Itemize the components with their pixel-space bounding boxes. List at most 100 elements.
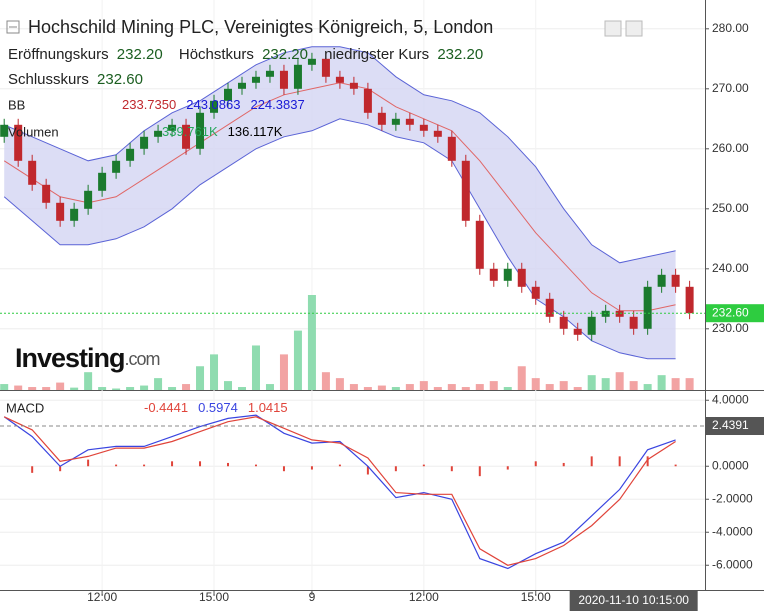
candle-body xyxy=(237,82,246,89)
info-value: 232.20 xyxy=(117,46,163,63)
volume-bar xyxy=(601,378,610,390)
macd-label: MACD xyxy=(6,400,44,415)
ohlc-info: Eröffnungskurs 232.20 Höchstkurs 232.20 … xyxy=(8,46,483,63)
candle-body xyxy=(70,208,79,221)
candle-body xyxy=(629,316,638,329)
volume-bar xyxy=(279,354,288,390)
cursor-time-label: 2020-11-10 10:15:00 xyxy=(578,593,689,607)
histogram-bar xyxy=(450,466,453,472)
y-tick-label: 270.00 xyxy=(712,81,749,95)
volume-bar xyxy=(559,381,568,390)
info-label: Eröffnungskurs xyxy=(8,46,109,63)
volume-bar xyxy=(531,378,540,390)
volume-bar xyxy=(475,384,484,390)
plot-area xyxy=(0,0,709,590)
collapse-icon[interactable] xyxy=(6,20,20,34)
bb-values: 233.7350 243.0863 224.3837 xyxy=(122,97,305,112)
volume-bar xyxy=(377,385,386,390)
info-label: Höchstkurs xyxy=(179,46,254,63)
histogram-bar xyxy=(227,462,230,467)
last-price-label: 232.60 xyxy=(712,305,749,319)
legend-value: 233.7350 xyxy=(122,97,176,112)
volume-bar xyxy=(307,295,316,390)
histogram-bar xyxy=(478,466,481,477)
volume-bar xyxy=(126,387,135,390)
histogram-bar xyxy=(87,459,90,467)
volume-bar xyxy=(405,384,414,390)
volume-bar xyxy=(84,372,93,390)
cursor-time-tag xyxy=(569,591,698,611)
candle-body xyxy=(56,202,65,221)
candle-body xyxy=(657,274,666,287)
volume-bar xyxy=(182,384,191,390)
candle-body xyxy=(559,316,568,329)
candle-body xyxy=(126,148,135,161)
volume-bar xyxy=(503,387,512,390)
candle-body xyxy=(447,136,456,161)
candle-body xyxy=(433,130,442,137)
candle-body xyxy=(154,130,163,137)
histogram-bar xyxy=(506,466,509,470)
volume-bar xyxy=(210,354,219,390)
candle-body xyxy=(685,286,694,314)
candle-body xyxy=(112,160,121,173)
legend-value: 339.761K xyxy=(162,124,218,139)
y-tick-label: -6.0000 xyxy=(712,557,753,571)
candle-body xyxy=(363,88,372,113)
volume-bar xyxy=(447,384,456,390)
candle-body xyxy=(265,70,274,77)
bb-label: BB xyxy=(8,97,25,112)
volume-bar xyxy=(140,385,149,390)
overlay: Hochschild Mining PLC, Vereinigtes König… xyxy=(6,17,643,415)
logo: Investing.com xyxy=(15,343,160,373)
legend-value: 243.0863 xyxy=(186,97,240,112)
macd-values: -0.4441 0.5974 1.0415 xyxy=(144,400,288,415)
candle-body xyxy=(377,112,386,125)
y-tick-label: -2.0000 xyxy=(712,491,753,505)
candle-body xyxy=(391,118,400,125)
volume-bar xyxy=(545,384,554,390)
candle-body xyxy=(405,118,414,125)
histogram-bar xyxy=(646,456,649,467)
candle-body xyxy=(643,286,652,329)
volume-bar xyxy=(335,378,344,390)
candle-body xyxy=(168,124,177,131)
x-tick-label: 15:00 xyxy=(199,590,229,604)
y-tick-label: -4.0000 xyxy=(712,524,753,538)
candle-body xyxy=(489,268,498,281)
candle-body xyxy=(545,298,554,317)
histogram-bar xyxy=(534,461,537,467)
y-tick-label: 0.0000 xyxy=(712,458,749,472)
volume-bar xyxy=(28,387,37,390)
volume-bar xyxy=(489,381,498,390)
legend-value: 1.0415 xyxy=(248,400,288,415)
volume-bar xyxy=(349,384,358,390)
candle-body xyxy=(615,310,624,317)
volume-bar xyxy=(0,384,9,390)
volume-bar xyxy=(56,382,65,390)
candle-body xyxy=(601,310,610,317)
histogram-bar xyxy=(171,461,174,467)
x-tick-label: 12:00 xyxy=(409,590,439,604)
candle-body xyxy=(335,76,344,83)
info-value: 232.20 xyxy=(437,46,483,63)
candle-body xyxy=(349,82,358,89)
candle-body xyxy=(210,100,219,113)
visibility-button[interactable] xyxy=(604,20,622,37)
x-tick-label: 15:00 xyxy=(521,590,551,604)
volume-bar xyxy=(657,375,666,390)
legend-value: 0.5974 xyxy=(198,400,238,415)
volume-bar xyxy=(391,387,400,390)
settings-button[interactable] xyxy=(625,20,643,37)
volume-bar xyxy=(671,378,680,390)
histogram-bar xyxy=(562,462,565,467)
volume-bar xyxy=(517,366,526,390)
candle-body xyxy=(461,160,470,221)
volume-bar xyxy=(587,375,596,390)
legend-value: 224.3837 xyxy=(250,97,304,112)
histogram-bar xyxy=(199,461,202,467)
histogram-bar xyxy=(115,464,118,467)
histogram-bar xyxy=(338,464,341,467)
